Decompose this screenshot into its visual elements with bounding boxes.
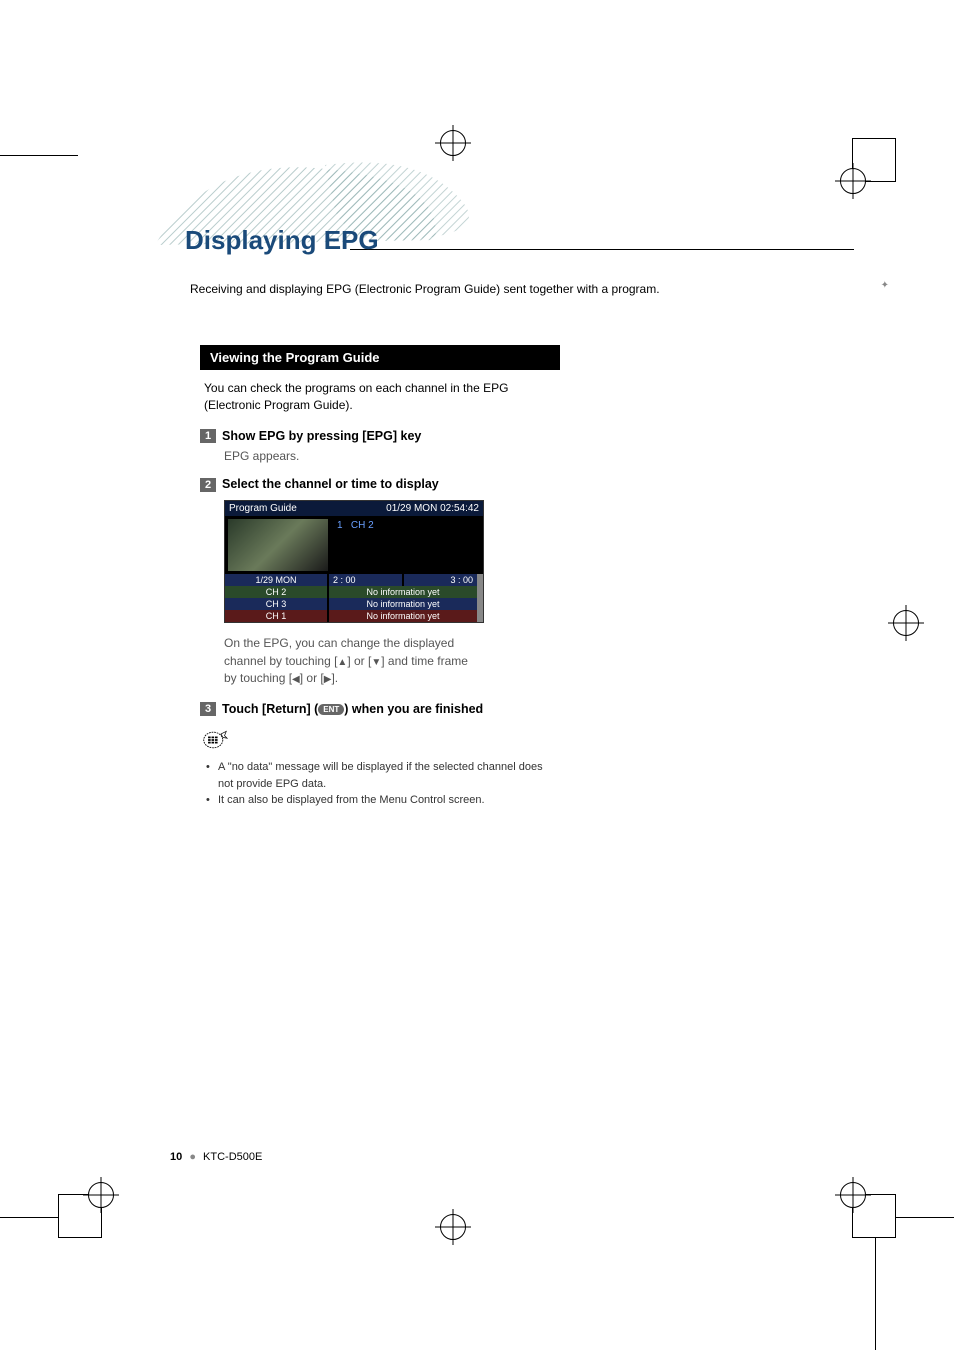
step-2: 2 Select the channel or time to display xyxy=(200,477,560,492)
epg-datetime: 01/29 MON 02:54:42 xyxy=(386,503,479,514)
section-heading: Viewing the Program Guide xyxy=(200,345,560,370)
step-1-label: Show EPG by pressing [EPG] key xyxy=(222,429,421,443)
corner-box-br xyxy=(852,1194,896,1238)
epg-instructions: On the EPG, you can change the displayed… xyxy=(224,635,560,687)
reg-mark-bottom xyxy=(440,1214,466,1240)
step-3-label-post: ) when you are finished xyxy=(344,702,483,716)
notes-list: A "no data" message will be displayed if… xyxy=(206,759,560,809)
tiny-mark: ✦ xyxy=(881,280,889,291)
corner-box-bl xyxy=(58,1194,102,1238)
epg-instr-l2c: ] and time frame xyxy=(381,654,468,668)
epg-screenshot: Program Guide 01/29 MON 02:54:42 1 CH 2 … xyxy=(224,500,484,623)
epg-instr-l3c: ]. xyxy=(331,671,338,685)
step-3-label-pre: Touch [Return] ( xyxy=(222,702,318,716)
epg-instr-l1: On the EPG, you can change the displayed xyxy=(224,636,454,650)
footer-model: KTC-D500E xyxy=(203,1151,262,1163)
epg-row-3: CH 1 No information yet xyxy=(225,610,477,622)
note-1: A "no data" message will be displayed if… xyxy=(206,759,560,792)
left-triangle-icon: ◀ xyxy=(292,674,300,685)
content-column: Viewing the Program Guide You can check … xyxy=(200,345,560,809)
corner-box-tr xyxy=(852,138,896,182)
epg-time-bar: 1/29 MON 2 : 00 3 : 00 xyxy=(225,574,477,586)
epg-time2: 3 : 00 xyxy=(402,574,477,586)
note-2: It can also be displayed from the Menu C… xyxy=(206,792,560,809)
section-body: You can check the programs on each chann… xyxy=(200,370,560,415)
title-rule xyxy=(350,249,854,250)
epg-row-2: CH 3 No information yet xyxy=(225,598,477,610)
epg-ch-name: CH 2 xyxy=(351,520,374,531)
crop-line-tl xyxy=(0,155,78,156)
epg-row-1-info: No information yet xyxy=(327,586,477,598)
epg-channel-label: 1 CH 2 xyxy=(331,516,483,574)
epg-ch-num: 1 xyxy=(337,520,343,531)
epg-scrollbar xyxy=(477,574,483,622)
step-num-2: 2 xyxy=(200,478,216,492)
step-1-note: EPG appears. xyxy=(224,449,560,463)
epg-row-2-label: CH 3 xyxy=(225,598,327,610)
note-icon xyxy=(202,730,560,755)
epg-instr-l3a: by touching [ xyxy=(224,671,292,685)
epg-header: Program Guide 01/29 MON 02:54:42 xyxy=(225,501,483,516)
footer-dot-icon: ● xyxy=(189,1151,196,1163)
step-num-3: 3 xyxy=(200,702,216,716)
epg-instr-l2b: ] or [ xyxy=(347,654,371,668)
epg-row-2-info: No information yet xyxy=(327,598,477,610)
step-3: 3 Touch [Return] (ENT) when you are finis… xyxy=(200,702,560,717)
step-2-label: Select the channel or time to display xyxy=(222,477,439,491)
epg-row-3-info: No information yet xyxy=(327,610,477,622)
reg-mark-right xyxy=(893,610,919,636)
epg-preview-row: 1 CH 2 xyxy=(225,516,483,574)
epg-instr-l3b: ] or [ xyxy=(300,671,324,685)
epg-time1: 2 : 00 xyxy=(327,574,402,586)
up-triangle-icon: ▲ xyxy=(337,657,347,668)
epg-row-3-label: CH 1 xyxy=(225,610,327,622)
page-title: Displaying EPG xyxy=(185,225,379,256)
ent-pill-icon: ENT xyxy=(318,704,344,715)
page-number: 10 xyxy=(170,1151,182,1163)
step-1: 1 Show EPG by pressing [EPG] key xyxy=(200,429,560,444)
page-footer: 10 ● KTC-D500E xyxy=(170,1151,262,1163)
epg-date-cell: 1/29 MON xyxy=(225,574,327,586)
epg-thumbnail xyxy=(228,519,328,571)
epg-instr-l2a: channel by touching [ xyxy=(224,654,337,668)
down-triangle-icon: ▼ xyxy=(371,657,381,668)
epg-title: Program Guide xyxy=(229,503,297,514)
intro-text: Receiving and displaying EPG (Electronic… xyxy=(190,282,660,296)
step-num-1: 1 xyxy=(200,429,216,443)
epg-row-1-label: CH 2 xyxy=(225,586,327,598)
epg-row-1: CH 2 No information yet xyxy=(225,586,477,598)
